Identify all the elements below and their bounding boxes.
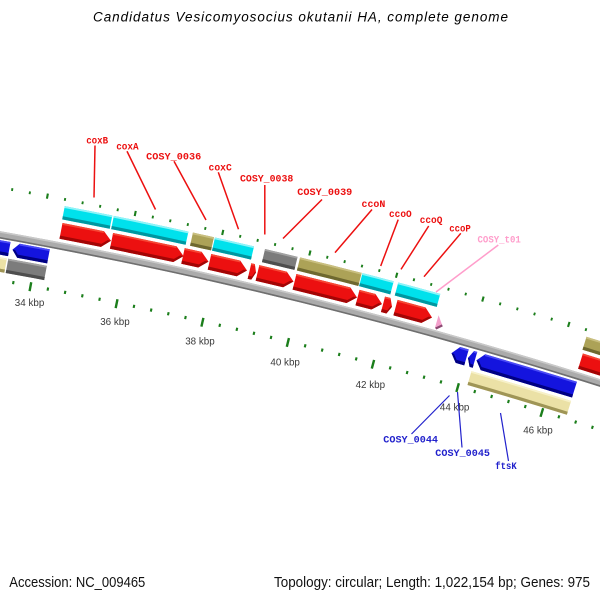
svg-text:COSY_0038: COSY_0038 bbox=[240, 174, 293, 185]
svg-text:Accession: NC_009465: Accession: NC_009465 bbox=[9, 575, 145, 591]
svg-text:46 kbp: 46 kbp bbox=[523, 426, 553, 437]
svg-text:34 kbp: 34 kbp bbox=[15, 298, 45, 309]
svg-text:ccoN: ccoN bbox=[362, 200, 386, 211]
svg-text:coxA: coxA bbox=[116, 142, 139, 153]
svg-text:COSY_0039: COSY_0039 bbox=[297, 188, 352, 199]
svg-text:COSY_0044: COSY_0044 bbox=[383, 435, 438, 446]
svg-text:ccoP: ccoP bbox=[449, 225, 471, 236]
svg-text:ccoQ: ccoQ bbox=[420, 216, 443, 227]
svg-text:COSY_t01: COSY_t01 bbox=[478, 235, 521, 246]
svg-text:44 kbp: 44 kbp bbox=[440, 403, 470, 414]
svg-text:ccoO: ccoO bbox=[389, 210, 412, 221]
svg-text:42 kbp: 42 kbp bbox=[356, 380, 386, 391]
svg-text:coxC: coxC bbox=[209, 164, 232, 175]
svg-text:36 kbp: 36 kbp bbox=[100, 317, 130, 328]
svg-text:coxB: coxB bbox=[86, 137, 108, 148]
svg-text:Candidatus Vesicomyosocius oku: Candidatus Vesicomyosocius okutanii HA, … bbox=[93, 10, 508, 25]
svg-text:38 kbp: 38 kbp bbox=[185, 337, 215, 348]
svg-text:Topology: circular; Length: 1,: Topology: circular; Length: 1,022,154 bp… bbox=[274, 575, 590, 591]
svg-text:ftsK: ftsK bbox=[495, 461, 516, 473]
svg-text:40 kbp: 40 kbp bbox=[270, 358, 300, 369]
svg-text:COSY_0036: COSY_0036 bbox=[146, 152, 201, 163]
svg-text:COSY_0045: COSY_0045 bbox=[435, 449, 490, 460]
